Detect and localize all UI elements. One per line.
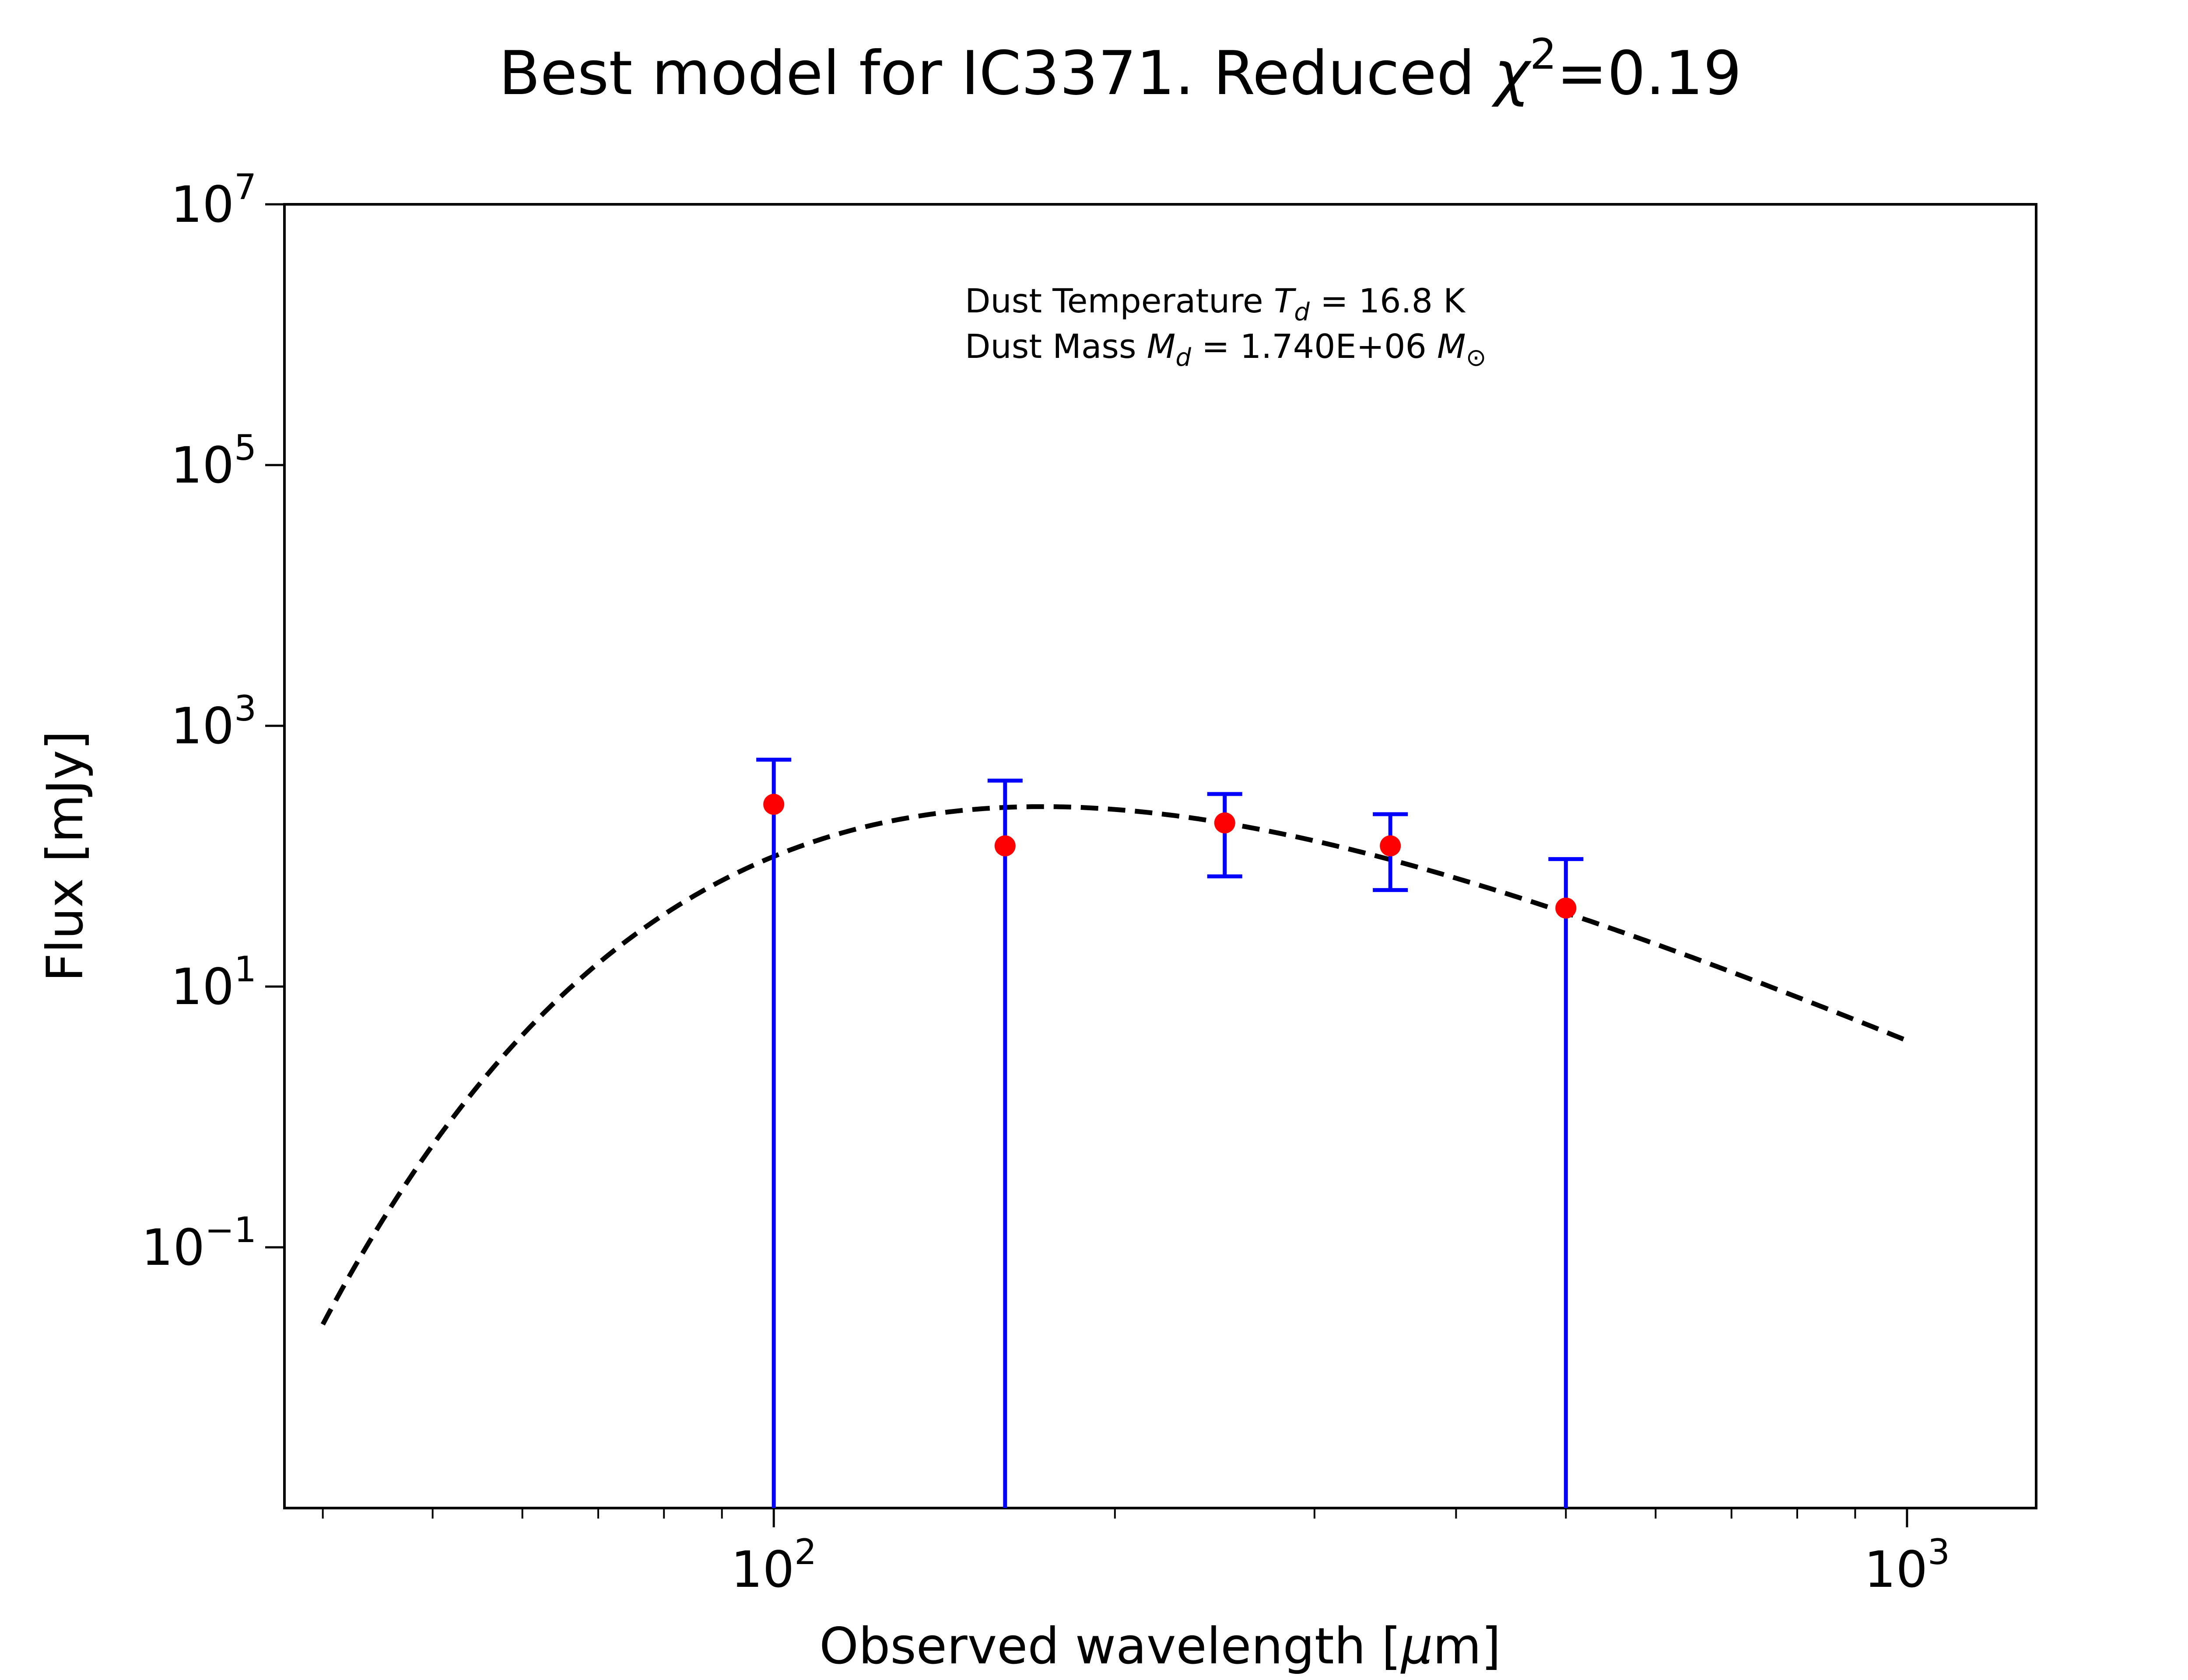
annotation-mass-value: = 1.740E+06 xyxy=(1191,327,1437,366)
data-point xyxy=(763,794,785,815)
title-suffix: =0.19 xyxy=(1557,38,1742,108)
model-curve-group xyxy=(320,804,1908,1326)
data-points xyxy=(763,794,1577,919)
plot-area xyxy=(283,203,2037,1509)
y-tick-exponent: 7 xyxy=(234,167,256,207)
x-tick-exponent: 2 xyxy=(794,1532,817,1572)
title-prefix: Best model for IC3371. Reduced xyxy=(499,38,1494,108)
x-axis-label-prefix: Observed wavelength [ xyxy=(819,1617,1401,1675)
annotation-mass: Dust Mass Md = 1.740E+06 M⊙ xyxy=(965,327,1487,372)
y-tick-exponent: 3 xyxy=(234,688,256,729)
y-tick-label: 105 xyxy=(171,427,256,494)
x-minor-ticks xyxy=(322,1508,1856,1519)
model-curve xyxy=(320,804,1908,1326)
y-tick-base: 10 xyxy=(171,175,234,234)
data-point xyxy=(994,835,1016,857)
y-tick-label: 10−1 xyxy=(141,1210,256,1277)
x-tick-label: 103 xyxy=(1864,1532,1950,1599)
y-tick-label: 103 xyxy=(171,688,256,755)
x-tick-label: 102 xyxy=(731,1532,817,1599)
error-bars xyxy=(756,757,1584,1508)
data-point xyxy=(1380,835,1401,857)
annotation-temperature: Dust Temperature Td = 16.8 K xyxy=(965,281,1466,326)
annotation-mass-unit-subscript: ⊙ xyxy=(1466,343,1487,372)
x-tick-base: 10 xyxy=(731,1540,794,1599)
y-tick-label: 107 xyxy=(171,167,256,234)
annotation-temperature-value: = 16.8 K xyxy=(1310,281,1466,320)
y-tick-exponent: 1 xyxy=(234,949,256,990)
annotation-mass-unit: M xyxy=(1437,327,1466,366)
y-axis-label: Flux [mJy] xyxy=(36,731,94,982)
x-axis-label: Observed wavelength [μm] xyxy=(819,1617,1501,1675)
x-tick-exponent: 3 xyxy=(1928,1532,1950,1572)
title-chi-exponent: 2 xyxy=(1530,30,1557,79)
y-tick-base: 10 xyxy=(171,436,234,494)
y-tick-label: 101 xyxy=(171,949,256,1016)
y-tick-base: 10 xyxy=(171,697,234,755)
x-axis-label-mu: μ xyxy=(1400,1617,1433,1675)
title-chi: χ xyxy=(1491,38,1532,108)
x-major-ticks: 102 103 xyxy=(731,1508,1950,1599)
data-point xyxy=(1214,812,1235,833)
data-point xyxy=(1555,897,1577,919)
annotation-temperature-prefix: Dust Temperature xyxy=(965,281,1274,320)
chart-title: Best model for IC3371. Reduced χ2=0.19 xyxy=(499,30,1742,108)
annotation-mass-prefix: Dust Mass xyxy=(965,327,1147,366)
x-axis-label-suffix: m] xyxy=(1433,1617,1501,1675)
annotation-mass-subscript: d xyxy=(1175,343,1191,372)
annotation-temperature-subscript: d xyxy=(1294,298,1310,326)
x-tick-base: 10 xyxy=(1864,1540,1928,1599)
y-tick-exponent: −1 xyxy=(205,1210,256,1250)
y-tick-base: 10 xyxy=(171,958,234,1016)
y-tick-base: 10 xyxy=(141,1218,205,1277)
annotation-temperature-symbol: T xyxy=(1274,281,1297,320)
y-tick-exponent: 5 xyxy=(234,427,256,468)
annotation-mass-symbol: M xyxy=(1147,327,1176,366)
